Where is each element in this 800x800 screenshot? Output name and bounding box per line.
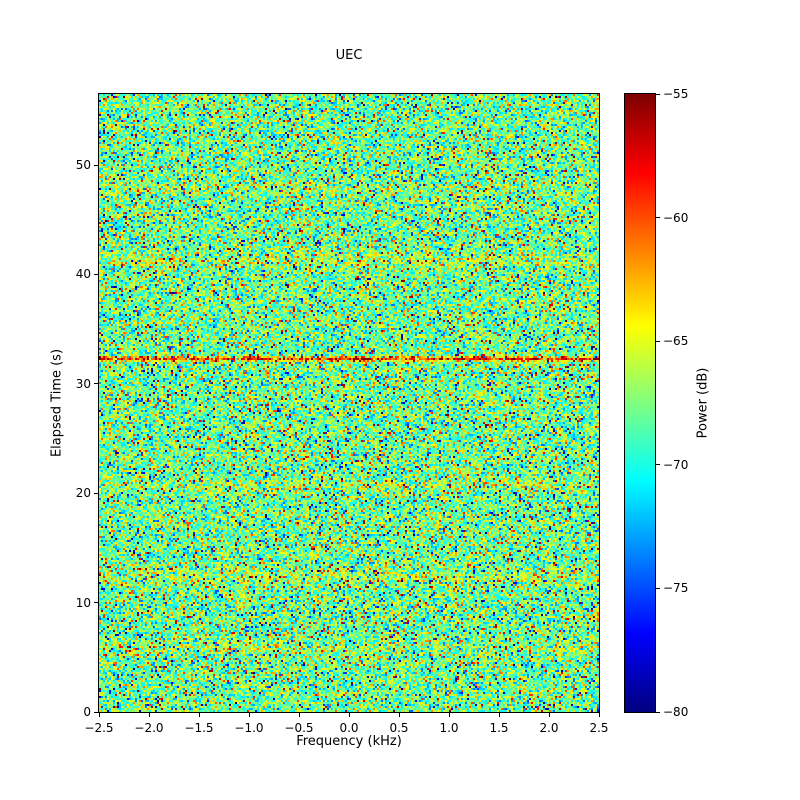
y-tick-label: 0 bbox=[83, 705, 91, 719]
x-tick-label: −0.5 bbox=[284, 721, 314, 735]
colorbar-tick-label: −65 bbox=[663, 334, 689, 349]
x-tick-label: −1.0 bbox=[234, 721, 264, 735]
colorbar-tick-mark bbox=[655, 217, 660, 219]
colorbar-tick-label: −55 bbox=[663, 87, 689, 101]
y-tick-label: 10 bbox=[75, 595, 91, 610]
y-tick-label: 30 bbox=[75, 376, 91, 391]
x-tick-mark bbox=[598, 712, 600, 717]
x-tick-mark bbox=[98, 712, 100, 717]
y-tick-mark bbox=[94, 492, 99, 494]
x-tick-mark bbox=[498, 712, 500, 717]
y-tick-mark bbox=[94, 273, 99, 275]
colorbar-label: Power (dB) bbox=[695, 367, 711, 439]
colorbar-tick-label: −60 bbox=[663, 210, 689, 225]
x-tick-label: 0.5 bbox=[389, 721, 409, 735]
y-tick-mark bbox=[94, 164, 99, 166]
x-tick-mark bbox=[448, 712, 450, 717]
colorbar-tick-mark bbox=[655, 711, 660, 713]
x-tick-label: 1.0 bbox=[439, 721, 459, 735]
colorbar-tick-mark bbox=[655, 93, 660, 95]
x-tick-mark bbox=[548, 712, 550, 717]
colorbar-tick-label: −70 bbox=[663, 457, 689, 472]
x-tick-label: 0.0 bbox=[339, 721, 359, 735]
spectrogram-plot-area bbox=[98, 93, 600, 713]
x-tick-mark bbox=[248, 712, 250, 717]
colorbar-gradient bbox=[625, 94, 655, 712]
y-tick-mark bbox=[94, 711, 99, 713]
colorbar-tick-mark bbox=[655, 587, 660, 589]
x-tick-label: 2.0 bbox=[539, 721, 559, 735]
x-tick-label: −2.5 bbox=[84, 721, 114, 735]
colorbar-tick-label: −75 bbox=[663, 581, 689, 596]
colorbar bbox=[624, 93, 656, 713]
y-tick-label: 20 bbox=[75, 486, 91, 501]
colorbar-tick-mark bbox=[655, 464, 660, 466]
spectrogram-heatmap-canvas bbox=[99, 94, 599, 712]
x-tick-mark bbox=[148, 712, 150, 717]
x-tick-mark bbox=[398, 712, 400, 717]
colorbar-tick-label: −80 bbox=[663, 705, 689, 719]
x-tick-label: 2.5 bbox=[589, 721, 609, 735]
x-tick-label: −2.0 bbox=[134, 721, 164, 735]
x-axis-label: Frequency (kHz) bbox=[296, 734, 402, 749]
y-tick-mark bbox=[94, 602, 99, 604]
x-tick-mark bbox=[298, 712, 300, 717]
colorbar-tick-mark bbox=[655, 340, 660, 342]
x-tick-mark bbox=[348, 712, 350, 717]
y-axis-label: Elapsed Time (s) bbox=[49, 348, 65, 458]
x-tick-label: 1.5 bbox=[489, 721, 509, 735]
x-tick-mark bbox=[198, 712, 200, 717]
y-tick-mark bbox=[94, 383, 99, 385]
y-tick-label: 40 bbox=[75, 267, 91, 282]
chart-title: UEC bbox=[335, 48, 363, 63]
y-tick-label: 50 bbox=[75, 158, 91, 173]
x-tick-label: −1.5 bbox=[184, 721, 214, 735]
